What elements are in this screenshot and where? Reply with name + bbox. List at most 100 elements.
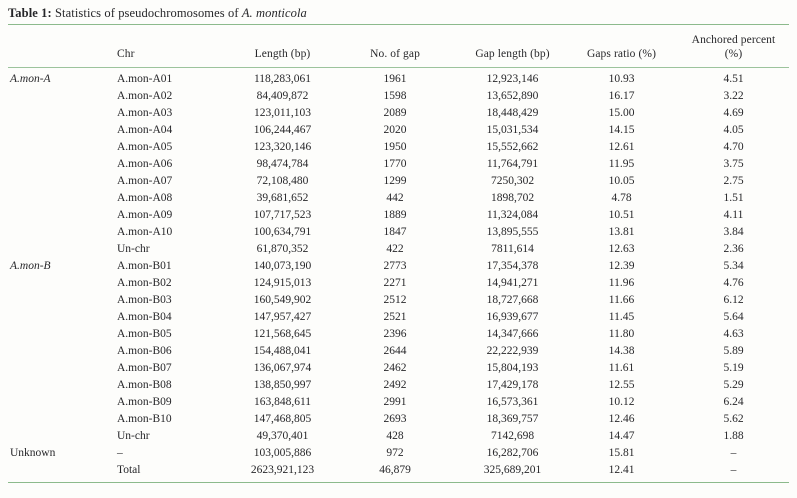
gaps-ratio-cell: 13.81 — [608, 226, 635, 238]
gap-length-cell: 1898,702 — [490, 192, 535, 204]
gaps-ratio-cell: 11.66 — [608, 294, 635, 306]
table-row: A.mon-B06 154,488,041 2644 22,222,939 14.38 5… — [8, 343, 789, 360]
group-cell — [8, 343, 115, 360]
group-cell: Unknown — [10, 447, 56, 459]
length-cell: 39,681,652 — [256, 192, 309, 204]
table-row: A.mon-A A.mon-A01 118,283,061 1961 12,923,14… — [8, 68, 789, 89]
gap-length-cell: 18,369,757 — [486, 413, 539, 425]
table-row: Un-chr 49,370,401 428 7142,698 14.47 1.88 — [8, 428, 789, 445]
anchored-cell: 2.36 — [723, 243, 744, 255]
group-cell — [8, 105, 115, 122]
length-cell: 154,488,041 — [253, 345, 312, 357]
table-row: A.mon-A09 107,717,523 1889 11,324,084 10.51 4… — [8, 207, 789, 224]
chr-cell: A.mon-B08 — [117, 379, 172, 391]
gaps-ratio-cell: 14.38 — [608, 345, 635, 357]
length-cell: 2623,921,123 — [250, 464, 315, 476]
length-cell: 123,011,103 — [253, 107, 312, 119]
gap-length-cell: 15,031,534 — [486, 124, 539, 136]
table-caption-text: Statistics of pseudochromosomes of — [51, 6, 242, 20]
length-cell: 118,283,061 — [253, 73, 312, 85]
chr-cell: A.mon-A04 — [117, 124, 173, 136]
group-cell — [8, 411, 115, 428]
chr-cell: Un-chr — [117, 243, 150, 255]
gap-count-cell: 2396 — [383, 328, 407, 340]
gaps-ratio-cell: 12.46 — [608, 413, 635, 425]
pseudochromosome-stats-table: Chr Length (bp) No. of gap Gap length (bp) G… — [8, 24, 789, 483]
chr-cell: Total — [117, 464, 141, 476]
gap-length-cell: 17,429,178 — [486, 379, 539, 391]
length-cell: 49,370,401 — [256, 430, 309, 442]
chr-cell: A.mon-A07 — [117, 175, 173, 187]
table-row: A.mon-B05 121,568,645 2396 14,347,666 11.80 4… — [8, 326, 789, 343]
anchored-cell: – — [730, 464, 737, 476]
group-cell — [8, 292, 115, 309]
length-cell: 147,957,427 — [253, 311, 312, 323]
column-header: Gap length (bp) — [475, 48, 550, 60]
group-cell — [8, 377, 115, 394]
table-row: Un-chr 61,870,352 422 7811,614 12.63 2.36 — [8, 241, 789, 258]
table-caption-species: A. monticola — [241, 6, 307, 20]
gap-length-cell: 13,895,555 — [486, 226, 539, 238]
column-header: Gaps ratio (%) — [586, 48, 657, 60]
gaps-ratio-cell: 12.55 — [608, 379, 635, 391]
anchored-cell: 4.05 — [723, 124, 744, 136]
gaps-ratio-cell: 14.15 — [608, 124, 635, 136]
length-cell: 160,549,902 — [253, 294, 312, 306]
table-row: Unknown – 103,005,886 972 16,282,706 15.81 – — [8, 445, 789, 462]
table-row: A.mon-A10 100,634,791 1847 13,895,555 13.81 3… — [8, 224, 789, 241]
gap-count-cell: 972 — [386, 447, 404, 459]
gap-count-cell: 1299 — [383, 175, 407, 187]
group-cell — [8, 224, 115, 241]
group-cell — [8, 309, 115, 326]
gap-count-cell: 2271 — [383, 277, 407, 289]
gap-length-cell: 12,923,146 — [486, 73, 539, 85]
group-cell — [8, 428, 115, 445]
anchored-cell: 1.88 — [723, 430, 744, 442]
gap-count-cell: 2693 — [383, 413, 407, 425]
group-cell — [8, 122, 115, 139]
gaps-ratio-cell: 15.81 — [608, 447, 635, 459]
length-cell: 147,468,805 — [253, 413, 312, 425]
gap-count-cell: 46,879 — [379, 464, 411, 476]
group-cell — [8, 360, 115, 377]
length-cell: 136,067,974 — [253, 362, 312, 374]
chr-cell: A.mon-B07 — [117, 362, 172, 374]
chr-cell: A.mon-A08 — [117, 192, 173, 204]
gap-count-cell: 442 — [386, 192, 404, 204]
gap-length-cell: 16,282,706 — [486, 447, 539, 459]
anchored-cell: 3.22 — [723, 90, 744, 102]
header-row: Chr Length (bp) No. of gap Gap length (bp) G… — [8, 25, 789, 68]
length-cell: 138,850,997 — [253, 379, 312, 391]
anchored-cell: – — [730, 447, 737, 459]
group-cell — [8, 394, 115, 411]
group-cell — [8, 462, 115, 483]
group-cell — [8, 156, 115, 173]
length-cell: 61,870,352 — [256, 243, 309, 255]
gaps-ratio-cell: 15.00 — [608, 107, 635, 119]
chr-cell: A.mon-A06 — [117, 158, 173, 170]
length-cell: 140,073,190 — [253, 260, 312, 272]
gap-length-cell: 7250,302 — [490, 175, 535, 187]
chr-cell: A.mon-B03 — [117, 294, 172, 306]
gap-length-cell: 18,448,429 — [486, 107, 539, 119]
gap-count-cell: 2773 — [383, 260, 407, 272]
anchored-cell: 1.51 — [723, 192, 744, 204]
length-cell: 103,005,886 — [253, 447, 312, 459]
gaps-ratio-cell: 16.17 — [608, 90, 635, 102]
table-row: A.mon-B02 124,915,013 2271 14,941,271 11.96 4… — [8, 275, 789, 292]
length-cell: 123,320,146 — [253, 141, 312, 153]
anchored-cell: 5.62 — [723, 413, 744, 425]
column-header: No. of gap — [370, 48, 420, 60]
chr-cell: – — [117, 447, 123, 459]
gap-count-cell: 1847 — [383, 226, 407, 238]
gap-length-cell: 15,804,193 — [486, 362, 539, 374]
gap-length-cell: 7142,698 — [490, 430, 535, 442]
group-cell — [8, 326, 115, 343]
gaps-ratio-cell: 10.93 — [608, 73, 635, 85]
length-cell: 121,568,645 — [253, 328, 312, 340]
gaps-ratio-cell: 11.45 — [608, 311, 635, 323]
length-cell: 124,915,013 — [253, 277, 312, 289]
anchored-cell: 5.34 — [723, 260, 744, 272]
column-header: Anchored percent (%) — [691, 34, 776, 60]
